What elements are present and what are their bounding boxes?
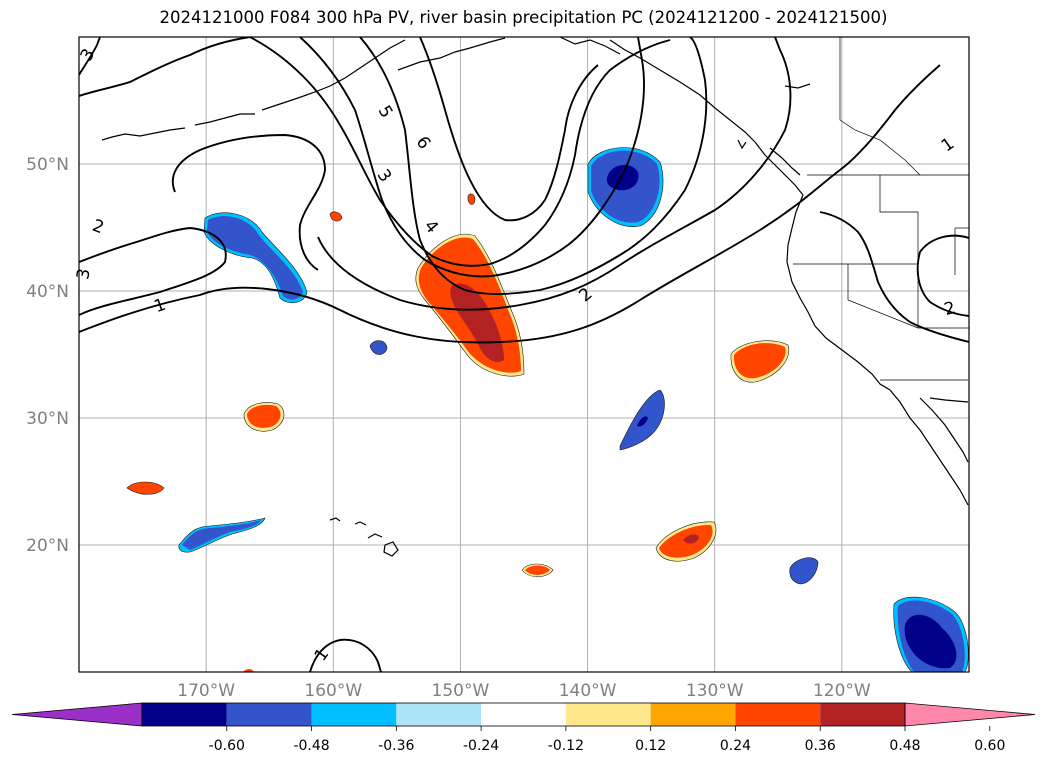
colorbar-tick-label: 0.36 [805, 738, 836, 754]
colorbar-min-arrow [11, 702, 143, 727]
negative-anomaly-patch [207, 216, 303, 300]
positive-anomaly-patch [467, 193, 476, 205]
lat-tick-label: 40°N [26, 282, 69, 302]
positive-anomaly-patch [525, 565, 550, 575]
positive-anomaly-core [683, 534, 699, 544]
lon-tick-label: 130°W [686, 681, 744, 701]
lat-tick-label: 20°N [26, 536, 69, 556]
contour-label: 3 [73, 267, 95, 281]
negative-anomaly-patch [789, 557, 819, 585]
contour-label: 1 [938, 134, 958, 157]
colorbar-segment [735, 703, 821, 726]
contour-label: 2 [575, 284, 596, 306]
lat-tick-label: 30°N [26, 409, 69, 429]
positive-anomaly-patch [733, 343, 786, 379]
pv-contours [79, 37, 969, 672]
positive-anomaly-patch [126, 481, 165, 495]
contour-label: 6 [412, 133, 435, 153]
lon-tick-label: 150°W [432, 681, 490, 701]
longitude-labels: 170°W 160°W 150°W 140°W 130°W 120°W [177, 681, 871, 701]
colorbar-outline [141, 702, 906, 727]
positive-anomaly-patch [329, 211, 343, 222]
colorbar-segment [226, 703, 312, 726]
coastlines [101, 37, 969, 557]
lon-tick-label: 140°W [559, 681, 617, 701]
colorbar-tick-label: 0.48 [889, 738, 920, 754]
colorbar: -0.60 -0.48 -0.36 -0.24 -0.12 0.12 0.24 0.36 0.4… [11, 702, 1036, 754]
contour-label: 1 [151, 295, 168, 317]
map-title: 2024121000 F084 300 hPa PV, river basin … [159, 8, 888, 27]
colorbar-tick-label: -0.24 [463, 738, 499, 754]
latitude-labels: 20°N 30°N 40°N 50°N [26, 155, 69, 556]
negative-anomaly-patch [182, 520, 261, 550]
contour-label: 2 [942, 298, 958, 320]
colorbar-tick-label: 0.24 [720, 738, 751, 754]
colorbar-tick-label: -0.12 [548, 738, 584, 754]
colorbar-segment [481, 703, 566, 726]
positive-anomaly-patch [243, 669, 254, 672]
political-borders [793, 37, 969, 381]
lon-tick-label: 120°W [813, 681, 871, 701]
negative-anomaly-core [606, 164, 639, 191]
negative-anomaly-core [637, 416, 648, 427]
colorbar-segment [396, 703, 482, 726]
contour-label: 2 [89, 216, 106, 238]
colorbar-segment [142, 703, 227, 726]
colorbar-tick-label: 0.60 [974, 738, 1005, 754]
contour-label: 4 [420, 216, 442, 237]
lat-tick-label: 50°N [26, 155, 69, 175]
colorbar-segment [820, 703, 905, 726]
colorbar-segment [311, 703, 397, 726]
positive-anomaly-patch [247, 404, 281, 428]
colorbar-max-arrow [904, 702, 1036, 727]
colorbar-tick-label: 0.12 [635, 738, 666, 754]
map-frame [78, 36, 970, 673]
contour-label: 5 [374, 102, 397, 121]
lon-tick-label: 160°W [304, 681, 362, 701]
colorbar-tick-label: -0.48 [293, 738, 329, 754]
gridlines [79, 37, 969, 672]
colorbar-segment [650, 703, 736, 726]
colorbar-tick-label: -0.36 [378, 738, 414, 754]
negative-anomaly-core [904, 614, 957, 669]
colorbar-tick-label: -0.60 [209, 738, 245, 754]
colorbar-segment [565, 703, 651, 726]
negative-anomaly-patch [369, 340, 388, 355]
lon-tick-label: 170°W [177, 681, 235, 701]
